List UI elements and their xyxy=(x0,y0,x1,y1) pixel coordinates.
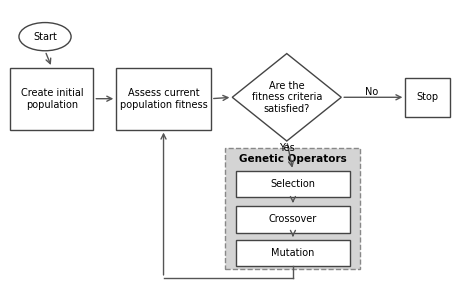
FancyBboxPatch shape xyxy=(405,78,450,117)
Text: Crossover: Crossover xyxy=(269,214,317,224)
FancyBboxPatch shape xyxy=(10,68,93,130)
Text: Create initial
population: Create initial population xyxy=(20,88,83,109)
FancyBboxPatch shape xyxy=(225,148,360,269)
Text: No: No xyxy=(365,87,379,97)
Text: Start: Start xyxy=(33,32,57,42)
FancyBboxPatch shape xyxy=(236,171,350,197)
Polygon shape xyxy=(232,54,341,141)
Text: Genetic Operators: Genetic Operators xyxy=(239,154,347,164)
FancyBboxPatch shape xyxy=(116,68,211,130)
Text: Yes: Yes xyxy=(279,143,295,153)
Ellipse shape xyxy=(19,23,71,51)
Text: Stop: Stop xyxy=(417,92,439,102)
Text: Are the
fitness criteria
satisfied?: Are the fitness criteria satisfied? xyxy=(252,81,322,114)
Text: Mutation: Mutation xyxy=(271,248,315,258)
FancyBboxPatch shape xyxy=(236,240,350,266)
Text: Selection: Selection xyxy=(271,179,315,189)
FancyBboxPatch shape xyxy=(236,206,350,233)
Text: Assess current
population fitness: Assess current population fitness xyxy=(119,88,208,109)
